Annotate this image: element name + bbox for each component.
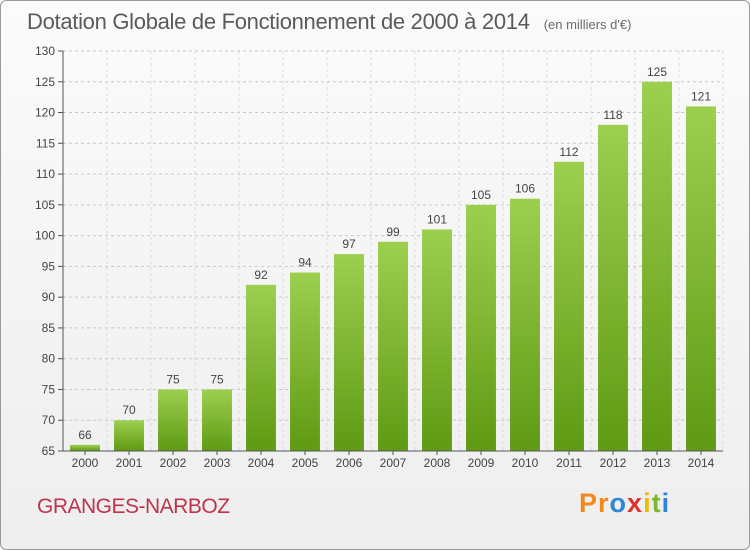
bar: [158, 389, 188, 451]
y-tick-label: 85: [42, 321, 56, 335]
unit-label: (en milliers d'€): [543, 17, 632, 32]
bar: [290, 272, 320, 451]
data-label: 112: [559, 145, 578, 159]
y-tick-label: 95: [42, 259, 56, 273]
logo-letter: o: [609, 488, 628, 518]
bar: [686, 106, 716, 451]
x-tick-label: 2005: [292, 456, 319, 470]
bars: [70, 81, 716, 452]
data-label: 75: [210, 372, 224, 386]
data-label: 66: [78, 428, 92, 442]
bar: [334, 254, 364, 451]
data-label: 99: [386, 225, 400, 239]
bar: [246, 284, 276, 451]
proxiti-logo: Proxiti: [579, 488, 670, 519]
bar: [642, 81, 672, 452]
bar: [510, 198, 540, 451]
x-tick-label: 2006: [336, 456, 363, 470]
x-tick-label: 2014: [688, 456, 715, 470]
bar: [466, 204, 496, 451]
axes: [58, 50, 723, 455]
bar: [202, 389, 232, 451]
bar: [378, 241, 408, 451]
chart-title: Dotation Globale de Fonctionnement de 20…: [27, 9, 631, 35]
y-tick-label: 100: [35, 229, 55, 243]
x-tick-label: 2010: [512, 456, 539, 470]
y-tick-label: 115: [36, 136, 55, 150]
x-tick-label: 2011: [556, 456, 582, 470]
data-label: 92: [254, 268, 268, 282]
logo-letter: x: [627, 488, 644, 518]
logo-letter: i: [661, 488, 671, 518]
data-label: 121: [691, 89, 711, 103]
data-label: 94: [298, 256, 312, 270]
logo-letter: t: [651, 488, 662, 518]
bar: [70, 444, 100, 451]
logo-letter: P: [579, 488, 599, 518]
y-tick-label: 75: [42, 382, 56, 396]
data-label: 125: [647, 65, 667, 79]
logo-letter: r: [598, 488, 610, 518]
chart-title-text: Dotation Globale de Fonctionnement de 20…: [27, 9, 530, 34]
x-tick-label: 2007: [380, 456, 407, 470]
y-tick-label: 90: [42, 290, 56, 304]
y-tick-label: 130: [35, 44, 55, 58]
x-tick-label: 2001: [116, 456, 143, 470]
x-tick-label: 2002: [160, 456, 187, 470]
x-tick-label: 2003: [204, 456, 231, 470]
y-tick-label: 125: [35, 75, 55, 89]
x-tick-label: 2008: [424, 456, 451, 470]
data-label: 105: [471, 188, 491, 202]
bar: [114, 420, 144, 451]
labels: 65 70 75 80 85 90 95 100 105 110 115 120 125 130 66 200…: [35, 44, 715, 470]
bar: [422, 229, 452, 451]
logo-letter: i: [643, 488, 652, 518]
data-label: 118: [603, 108, 622, 122]
data-label: 106: [515, 182, 535, 196]
data-label: 75: [166, 372, 180, 386]
y-tick-label: 70: [42, 413, 56, 427]
bar: [598, 124, 628, 451]
data-label: 70: [122, 403, 136, 417]
x-tick-label: 2000: [72, 456, 99, 470]
y-tick-label: 65: [42, 444, 56, 458]
x-tick-label: 2009: [468, 456, 495, 470]
commune-name: GRANGES-NARBOZ: [37, 495, 230, 518]
y-tick-label: 120: [35, 106, 55, 120]
y-tick-label: 105: [35, 198, 55, 212]
y-tick-label: 80: [42, 352, 56, 366]
y-tick-label: 110: [36, 167, 55, 181]
data-label: 101: [427, 212, 447, 226]
data-label: 97: [342, 237, 356, 251]
x-tick-label: 2013: [644, 456, 671, 470]
bar: [554, 161, 584, 451]
x-tick-label: 2004: [248, 456, 275, 470]
x-tick-label: 2012: [600, 456, 627, 470]
